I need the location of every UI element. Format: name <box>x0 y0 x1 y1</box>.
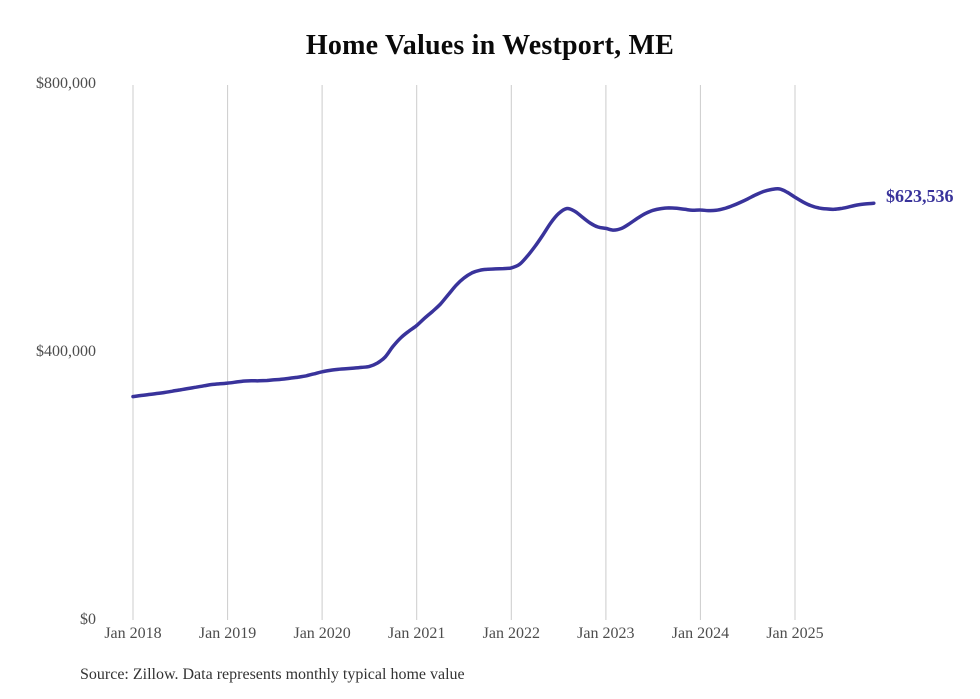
home-value-line <box>131 186 876 399</box>
x-tick-label: Jan 2019 <box>198 625 257 642</box>
x-tick-label: Jan 2025 <box>766 625 824 642</box>
y-tick-label: $800,000 <box>36 75 96 92</box>
x-tick-label: Jan 2022 <box>482 625 540 642</box>
x-tick-label: Jan 2024 <box>671 625 730 642</box>
x-tick-label: Jan 2020 <box>293 625 351 642</box>
source-note: Source: Zillow. Data represents monthly … <box>80 666 465 683</box>
vertical-gridlines <box>132 85 796 620</box>
x-tick-label: Jan 2018 <box>104 625 162 642</box>
y-tick-label: $400,000 <box>36 343 96 360</box>
chart-title: Home Values in Westport, ME <box>305 30 675 61</box>
x-tick-label: Jan 2021 <box>388 625 446 642</box>
x-tick-label: Jan 2023 <box>577 625 635 642</box>
y-tick-label: $0 <box>80 611 96 628</box>
latest-value-label: $623,536 <box>886 186 954 206</box>
